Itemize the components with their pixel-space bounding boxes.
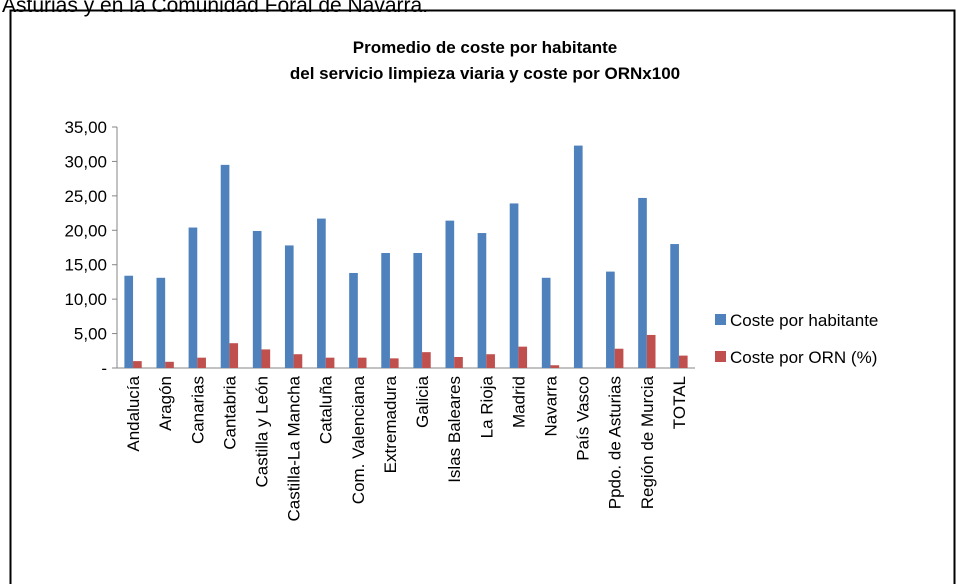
x-tick-label: Ppdo. de Asturias — [606, 376, 625, 509]
x-tick-label: Navarra — [542, 375, 561, 436]
bar — [614, 348, 624, 368]
legend-label: Coste por ORN (%) — [730, 348, 877, 367]
y-tick-label: 25,00 — [64, 187, 107, 206]
bar — [454, 356, 463, 368]
x-tick-label: Extremadura — [381, 375, 400, 473]
legend-swatch — [715, 314, 726, 325]
bar — [646, 334, 656, 368]
bar — [509, 203, 519, 368]
bar — [261, 349, 271, 368]
bar — [317, 218, 326, 368]
bar — [124, 275, 134, 368]
bar — [445, 220, 455, 368]
bar — [293, 354, 303, 368]
bar — [165, 361, 174, 368]
bar — [550, 365, 560, 368]
x-tick-label: Castilla-La Mancha — [285, 375, 304, 521]
bar — [349, 272, 358, 368]
x-tick-label: TOTAL — [670, 376, 689, 429]
x-tick-label: La Rioja — [477, 375, 496, 438]
bar — [325, 357, 335, 368]
y-tick-label: 30,00 — [64, 152, 107, 171]
x-tick-label: Aragón — [156, 376, 175, 431]
bar — [573, 145, 583, 368]
x-tick-label: Cataluña — [317, 375, 336, 444]
y-tick-label: 5,00 — [74, 325, 107, 344]
bar — [518, 346, 528, 368]
y-tick-label: 15,00 — [64, 256, 107, 275]
bar — [638, 197, 647, 368]
bar — [357, 357, 367, 368]
x-tick-label: Islas Baleares — [445, 376, 464, 483]
x-tick-label: Madrid — [509, 376, 528, 428]
bar — [156, 277, 166, 368]
bar — [133, 361, 142, 368]
x-tick-label: Región de Murcia — [638, 375, 657, 509]
x-tick-label: Andalucía — [124, 375, 143, 451]
bar — [606, 271, 615, 368]
x-tick-label: País Vasco — [574, 376, 593, 461]
chart-title: del servicio limpieza viaria y coste por… — [290, 64, 680, 83]
bar — [229, 343, 239, 368]
bar — [413, 253, 423, 368]
bar — [477, 233, 487, 368]
y-tick-label: - — [101, 359, 107, 378]
x-tick-label: Com. Valenciana — [349, 375, 368, 504]
y-tick-label: 10,00 — [64, 290, 107, 309]
bar — [197, 357, 206, 368]
x-tick-label: Castilla y León — [253, 376, 272, 488]
x-tick-label: Canarias — [188, 376, 207, 444]
bar — [541, 277, 551, 368]
page-text: Asturias y en la Comunidad Foral de Nava… — [2, 0, 428, 17]
bar — [188, 227, 198, 368]
x-tick-label: Galicia — [413, 375, 432, 428]
chart-title: Promedio de coste por habitante — [353, 38, 618, 57]
bar — [252, 230, 262, 368]
bar — [220, 164, 230, 368]
y-tick-label: 20,00 — [64, 221, 107, 240]
legend-label: Coste por habitante — [730, 311, 878, 330]
bar — [389, 358, 399, 368]
chart-frame — [9, 9, 956, 584]
legend-swatch — [715, 351, 726, 362]
bar — [284, 245, 294, 368]
bar — [670, 244, 679, 368]
bar — [678, 355, 688, 368]
bar — [422, 352, 431, 368]
bar — [381, 253, 390, 368]
y-tick-label: 35,00 — [64, 118, 107, 137]
x-tick-label: Cantabria — [220, 375, 239, 449]
bar — [486, 354, 495, 368]
